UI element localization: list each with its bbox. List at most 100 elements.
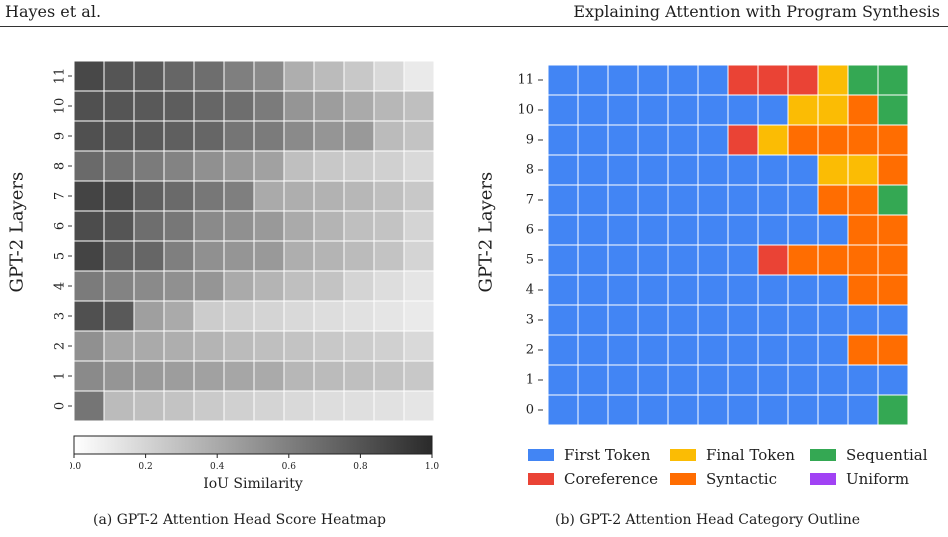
heatmap-cell [193,390,225,422]
category-cell [607,364,639,396]
heatmap-cell [373,180,405,212]
heatmap-cell [223,360,255,392]
category-cell [607,184,639,216]
colorbar-gradient [73,435,433,455]
category-y-tick: 6 [526,223,534,238]
heatmap-cell [403,330,435,362]
category-cell [817,214,849,246]
heatmap-cell [403,180,435,212]
category-cell [667,334,699,366]
heatmap-cell [313,150,345,182]
category-cell [577,274,609,306]
heatmap-y-tick: 8 [53,162,68,170]
category-cell [637,124,669,156]
heatmap-y-tick: 4 [53,282,68,290]
heatmap-cell [223,390,255,422]
category-cell [577,64,609,96]
heatmap-cell [223,90,255,122]
heatmap-cell [253,210,285,242]
category-cell [727,304,759,336]
category-cell [547,304,579,336]
category-cell [547,364,579,396]
category-cell [577,364,609,396]
heatmap-cell [373,390,405,422]
heatmap-cell [343,330,375,362]
category-y-tick: 8 [526,163,534,178]
category-cell [757,124,789,156]
heatmap-cell [193,240,225,272]
iou-heatmap: 0 1 2 3 4 5 6 7 8 9 10 11 [53,60,435,422]
category-cell [847,244,879,276]
category-cell [667,94,699,126]
heatmap-cell [403,390,435,422]
heatmap-cell [253,390,285,422]
category-cell [727,94,759,126]
heatmap-cell [103,150,135,182]
category-cell [697,334,729,366]
colorbar-tick-label: 0.8 [353,462,368,472]
category-legend: First Token Final Token Sequential Coref… [528,446,938,492]
colorbar-tick-label: 0.6 [282,462,297,472]
heatmap-cell [133,90,165,122]
heatmap-cell [403,210,435,242]
heatmap-cell [133,240,165,272]
heatmap-cell [193,90,225,122]
legend-item-coreference: Coreference [528,470,658,488]
category-cell [757,214,789,246]
category-cell [757,364,789,396]
heatmap-y-tick: 6 [53,222,68,230]
heatmap-cell [103,210,135,242]
heatmap-cell [373,90,405,122]
heatmap-y-tick: 10 [53,98,68,115]
heatmap-cell [313,360,345,392]
category-cell [607,214,639,246]
heatmap-cell [343,90,375,122]
category-cell [547,154,579,186]
category-cell [787,244,819,276]
category-cell [877,214,909,246]
heatmap-cell [163,300,195,332]
category-cell [607,394,639,426]
running-header-authors: Hayes et al. [5,2,102,21]
category-cell [637,214,669,246]
heatmap-cell [193,120,225,152]
category-cell [667,274,699,306]
heatmap-cell [163,240,195,272]
category-cell [787,364,819,396]
legend-swatch [528,449,554,461]
heatmap-y-tick: 9 [53,132,68,140]
heatmap-cell [283,240,315,272]
category-cell [817,184,849,216]
heatmap-cell [103,270,135,302]
category-cell [697,124,729,156]
category-cell [607,304,639,336]
heatmap-cell [283,390,315,422]
heatmap-cell [163,90,195,122]
colorbar-tick-label: 0.2 [138,462,152,472]
category-cell [877,184,909,216]
heatmap-cell [403,90,435,122]
category-cell [847,94,879,126]
category-cell [697,304,729,336]
heatmap-cell [283,150,315,182]
heatmap-cell [403,150,435,182]
category-cell [607,124,639,156]
heatmap-cell [403,360,435,392]
category-y-tick: 9 [526,133,534,148]
heatmap-cell [193,180,225,212]
category-cell [817,334,849,366]
heatmap-cell [103,60,135,92]
heatmap-cell [163,270,195,302]
category-cell [577,94,609,126]
heatmap-cell [343,390,375,422]
colorbar-label: IoU Similarity [203,476,303,492]
category-cell [847,214,879,246]
category-cell [757,394,789,426]
heatmap-cell [223,60,255,92]
heatmap-cell [283,60,315,92]
category-y-tick: 2 [526,343,534,358]
category-cell [667,244,699,276]
category-cell [817,364,849,396]
category-cell [847,154,879,186]
heatmap-cell [223,270,255,302]
